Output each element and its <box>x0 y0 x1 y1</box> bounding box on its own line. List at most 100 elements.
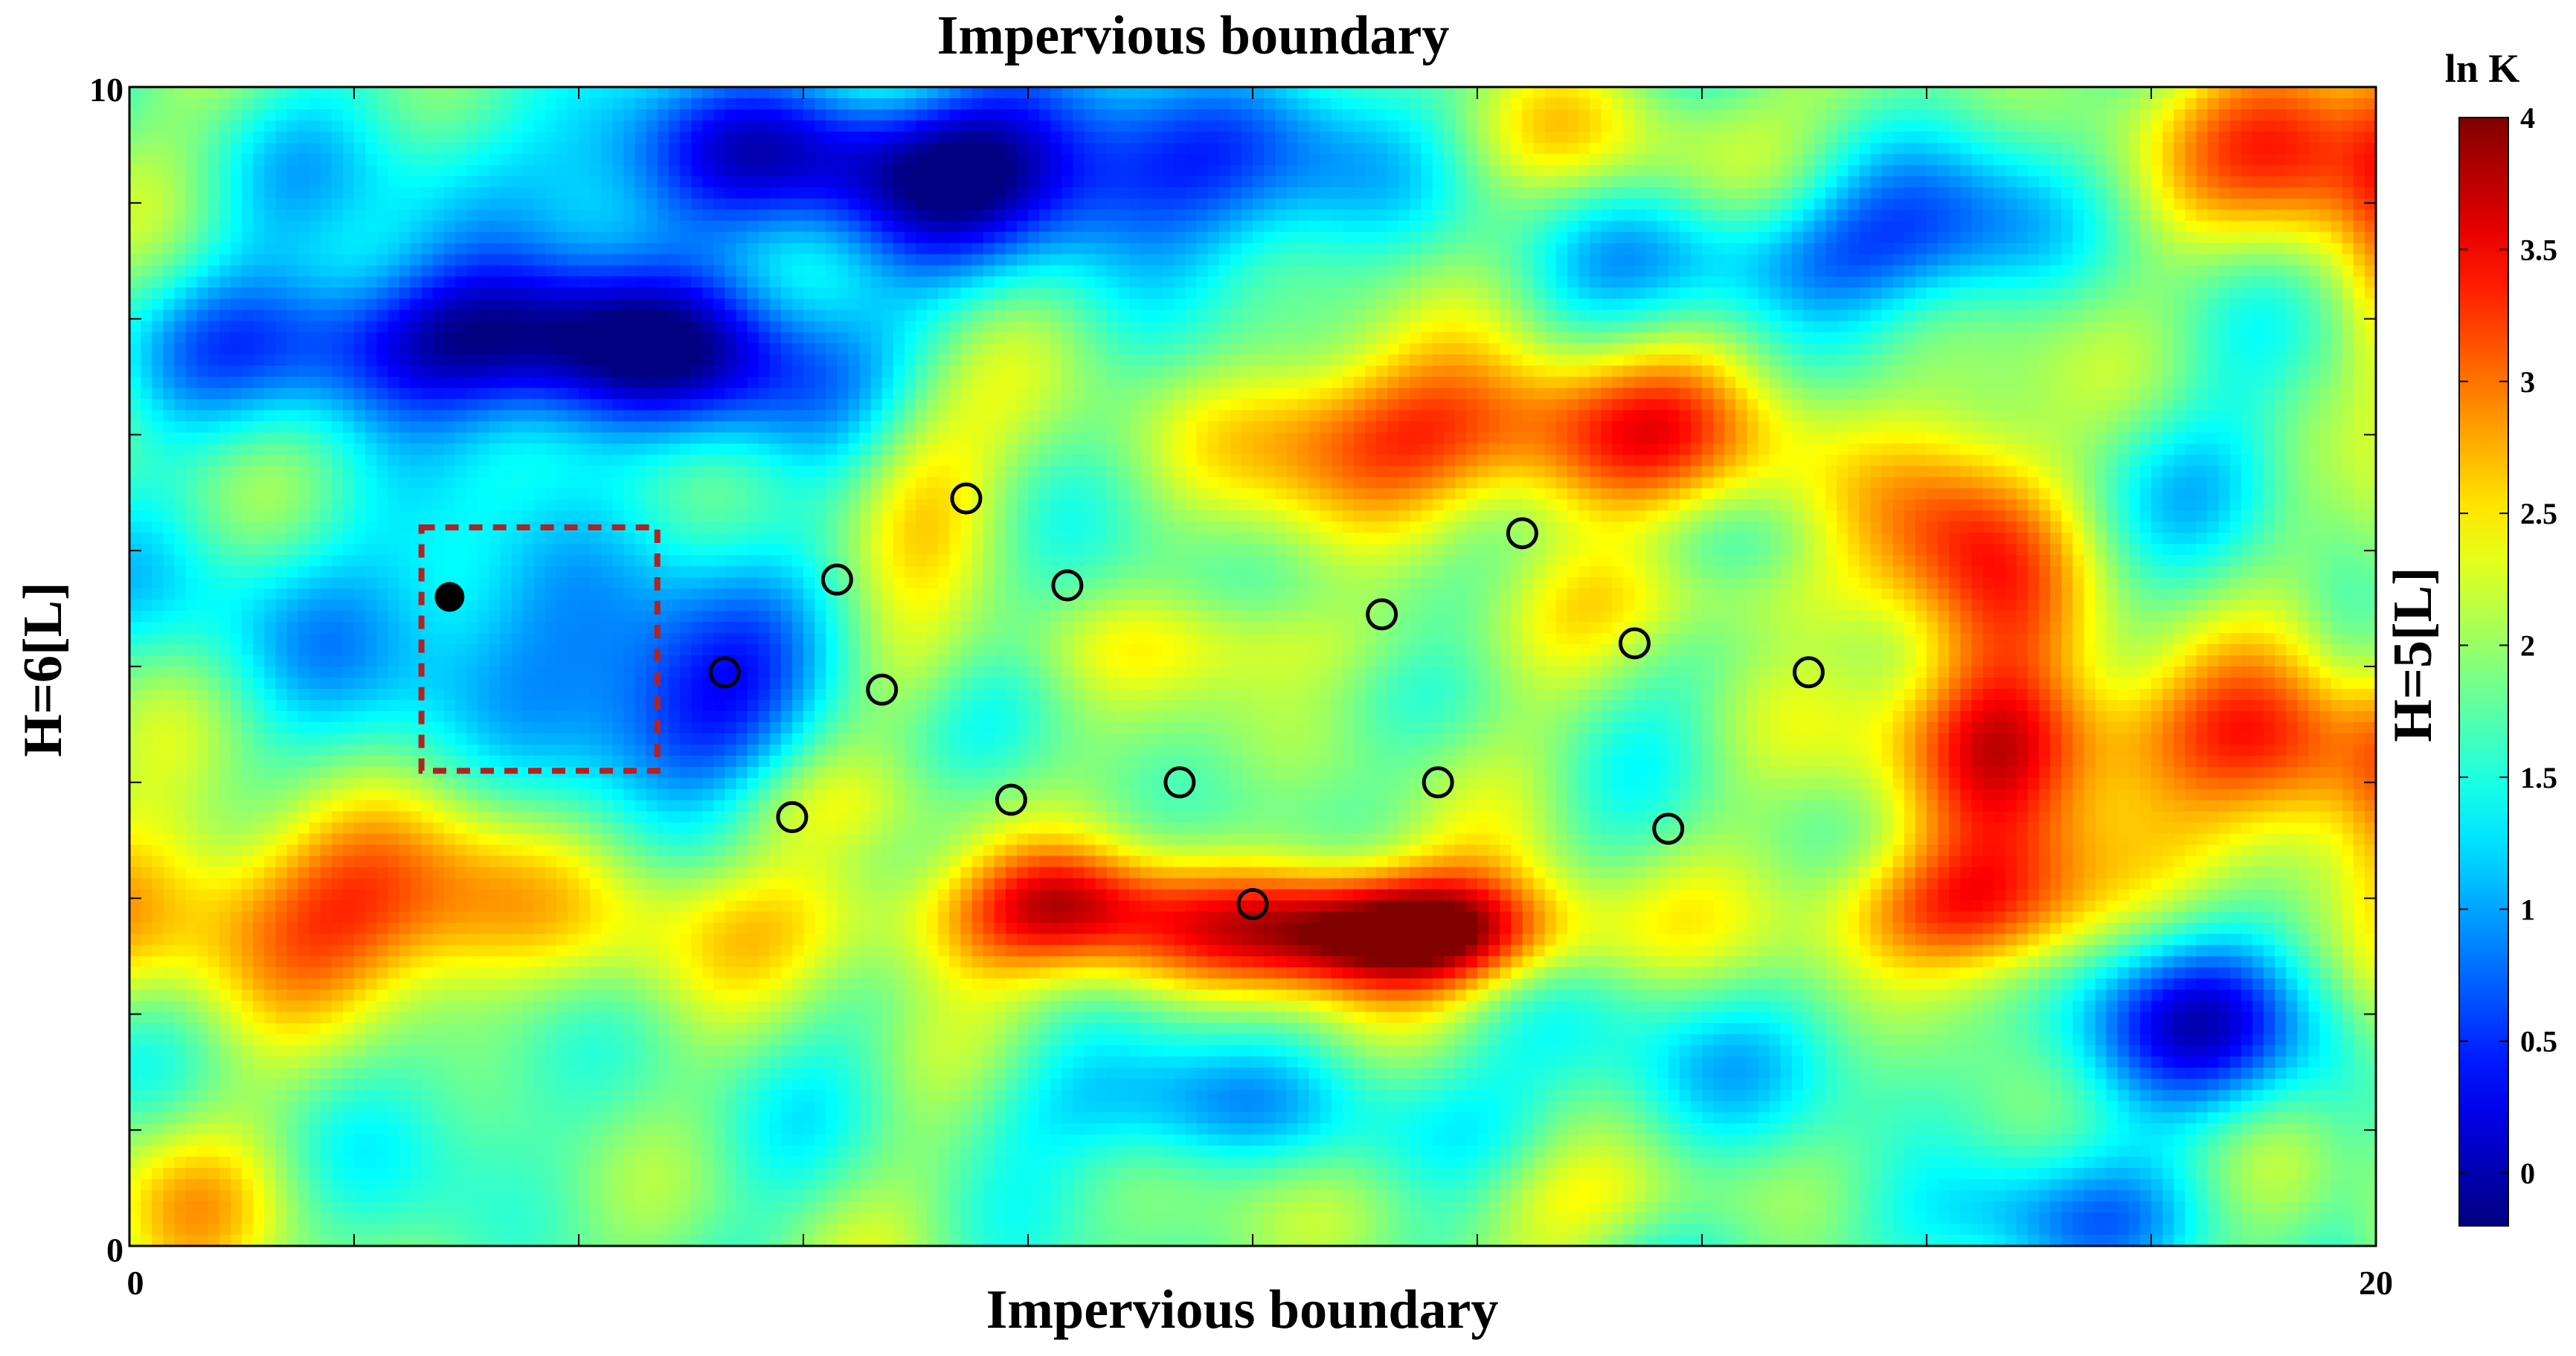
heatmap-cell <box>1971 97 1984 110</box>
heatmap-cell <box>230 209 242 222</box>
heatmap-cell <box>927 309 939 322</box>
heatmap-cell <box>1758 354 1770 367</box>
heatmap-cell <box>1117 109 1130 121</box>
heatmap-cell <box>1612 120 1625 132</box>
heatmap-cell <box>567 97 579 110</box>
heatmap-cell <box>1174 209 1186 222</box>
heatmap-cell <box>904 120 916 132</box>
heatmap-cell <box>489 97 501 110</box>
heatmap-cell <box>2331 131 2343 144</box>
heatmap-cell <box>1982 287 1995 300</box>
heatmap-cell <box>1657 97 1669 110</box>
heatmap-cell <box>545 242 557 255</box>
heatmap-cell <box>1163 254 1175 266</box>
heatmap-cell <box>623 87 636 99</box>
heatmap-cell <box>2218 242 2231 255</box>
heatmap-cell <box>2039 343 2051 356</box>
heatmap-cell <box>2353 164 2365 177</box>
heatmap-cell <box>1533 164 1546 177</box>
heatmap-cell <box>1960 231 1973 244</box>
heatmap-cell <box>994 131 1006 144</box>
heatmap-cell <box>376 287 389 300</box>
heatmap-cell <box>185 176 198 188</box>
heatmap-cell <box>2207 343 2220 356</box>
heatmap-cell <box>1769 276 1782 289</box>
heatmap-cell <box>1432 209 1445 222</box>
heatmap-cell <box>1612 164 1625 177</box>
heatmap-cell <box>1634 131 1647 144</box>
heatmap-cell <box>2319 209 2332 222</box>
heatmap-cell <box>242 131 254 144</box>
heatmap-cell <box>2252 287 2264 300</box>
heatmap-cell <box>1567 153 1579 166</box>
heatmap-cell <box>1578 242 1590 255</box>
heatmap-cell <box>994 142 1006 155</box>
heatmap-cell <box>1949 276 1962 289</box>
heatmap-cell <box>870 343 883 356</box>
heatmap-cell <box>1117 153 1130 166</box>
heatmap-cell <box>1859 120 1872 132</box>
heatmap-cell <box>1590 187 1602 199</box>
heatmap-cell <box>2005 87 2017 99</box>
heatmap-cell <box>837 209 849 222</box>
heatmap-cell <box>1544 265 1557 277</box>
heatmap-cell <box>1567 265 1579 277</box>
heatmap-cell <box>1904 309 1916 322</box>
heatmap-cell <box>466 187 478 199</box>
heatmap-cell <box>1432 242 1445 255</box>
heatmap-cell <box>2016 298 2029 311</box>
heatmap-cell <box>736 142 748 155</box>
heatmap-cell <box>1938 97 1950 110</box>
heatmap-cell <box>1713 131 1725 144</box>
heatmap-cell <box>2308 321 2321 333</box>
heatmap-cell <box>668 187 681 199</box>
heatmap-cell <box>1724 187 1737 199</box>
heatmap-cell <box>1590 298 1602 311</box>
heatmap-cell <box>1881 176 1894 188</box>
heatmap-cell <box>758 187 771 199</box>
heatmap-cell <box>1994 87 2006 99</box>
heatmap-cell <box>331 287 344 300</box>
heatmap-cell <box>1892 131 1905 144</box>
heatmap-cell <box>1544 276 1557 289</box>
heatmap-cell <box>309 276 321 289</box>
heatmap-cell <box>1140 87 1152 99</box>
heatmap-cell <box>2252 209 2264 222</box>
heatmap-cell <box>1601 176 1613 188</box>
heatmap-cell <box>1253 276 1265 289</box>
heatmap-cell <box>791 97 804 110</box>
heatmap-cell <box>1612 343 1625 356</box>
heatmap-cell <box>1005 153 1018 166</box>
heatmap-cell <box>1230 142 1242 155</box>
heatmap-cell <box>1994 97 2006 110</box>
heatmap-cell <box>1511 87 1523 99</box>
heatmap-cell <box>309 164 321 177</box>
heatmap-cell <box>2364 287 2376 300</box>
heatmap-cell <box>556 120 568 132</box>
heatmap-cell <box>1724 220 1737 233</box>
heatmap-cell <box>1578 164 1590 177</box>
heatmap-cell <box>2139 332 2152 344</box>
heatmap-cell <box>1320 354 1332 367</box>
heatmap-cell <box>646 109 658 121</box>
heatmap-cell <box>1196 265 1209 277</box>
heatmap-cell <box>2353 142 2365 155</box>
heatmap-cell <box>1050 231 1063 244</box>
heatmap-cell <box>2061 242 2074 255</box>
heatmap-cell <box>533 131 546 144</box>
heatmap-cell <box>1140 309 1152 322</box>
heatmap-cell <box>196 109 209 121</box>
heatmap-cell <box>1758 343 1770 356</box>
heatmap-cell <box>1724 354 1737 367</box>
heatmap-cell <box>1050 265 1063 277</box>
heatmap-cell <box>2072 265 2085 277</box>
heatmap-cell <box>927 120 939 132</box>
heatmap-cell <box>1073 343 1085 356</box>
heatmap-cell <box>2286 220 2299 233</box>
heatmap-cell <box>601 343 614 356</box>
heatmap-cell <box>1117 276 1130 289</box>
heatmap-cell <box>1432 120 1445 132</box>
heatmap-cell <box>1387 187 1400 199</box>
heatmap-cell <box>1837 109 1849 121</box>
heatmap-cell <box>208 265 220 277</box>
